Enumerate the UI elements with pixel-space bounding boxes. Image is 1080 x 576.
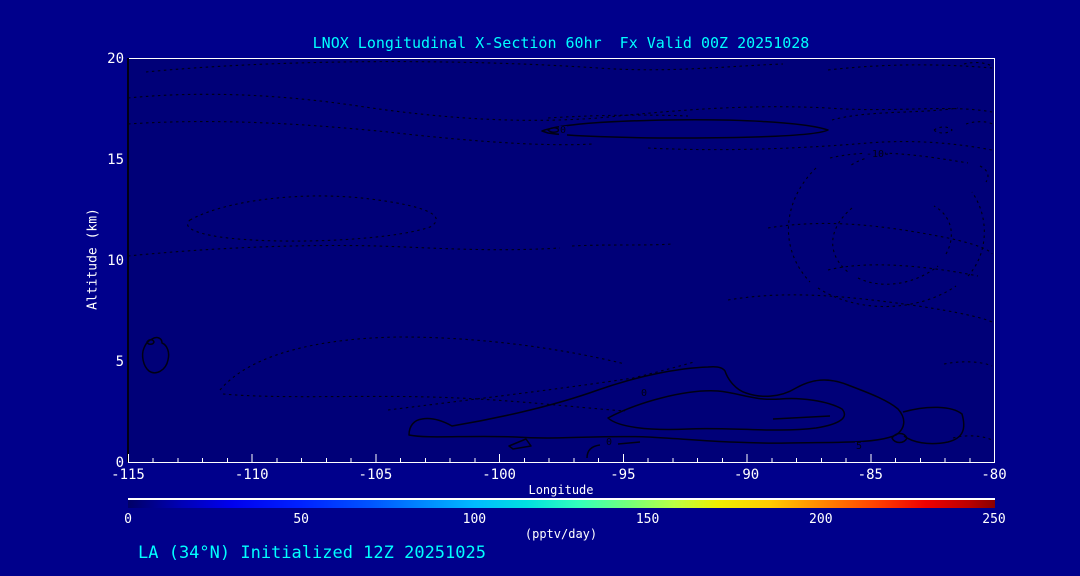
contour-value-label: -10	[864, 149, 886, 160]
colorbar-tick-label: 0	[124, 512, 132, 527]
dashed-contour	[128, 243, 673, 257]
plot-area: 0 -10 0 0 5	[128, 58, 994, 462]
colorbar	[128, 498, 995, 508]
solid-contour-lower-inner	[607, 390, 846, 431]
contour-value-label: 0	[558, 125, 568, 136]
x-tick-label: -110	[234, 467, 269, 483]
plot-frame-top	[128, 58, 995, 59]
x-axis-minor-ticks	[128, 458, 994, 462]
solid-contour-right-extension	[891, 406, 965, 445]
contour-lines	[128, 61, 993, 459]
colorbar-tick-label: 200	[809, 512, 833, 527]
colorbar-tick-label: 50	[293, 512, 310, 527]
y-tick-label: 15	[107, 152, 124, 168]
x-tick-label: -80	[981, 467, 1007, 483]
y-tick-label: 20	[107, 51, 124, 67]
dashed-contour	[788, 153, 985, 308]
colorbar-gradient	[128, 500, 995, 508]
solid-contour-0-lower-outer	[408, 366, 905, 444]
dashed-contour	[128, 114, 993, 151]
colorbar-units-label: (pptv/day)	[524, 527, 598, 541]
x-tick-label: -90	[733, 467, 760, 483]
solid-contour-0-upper	[541, 119, 829, 139]
dashed-contour	[219, 336, 695, 412]
x-tick-label: -115	[111, 467, 145, 483]
contour-value-label: 5	[854, 441, 864, 452]
x-tick-label: -95	[610, 467, 636, 483]
colorbar-tick-label: 150	[635, 512, 660, 527]
chart-title: LNOX Longitudinal X-Section 60hr Fx Vali…	[312, 34, 810, 52]
y-tick-label: 10	[107, 253, 124, 269]
x-tick-label: -100	[482, 467, 516, 483]
dashed-contour	[128, 93, 993, 121]
x-axis-title: Longitude	[528, 483, 594, 497]
initialization-text: LA (34°N) Initialized 12Z 20251025	[138, 543, 486, 563]
x-tick-label: -85	[857, 467, 883, 483]
x-axis-line	[128, 462, 995, 463]
dashed-contour	[829, 61, 993, 183]
colorbar-tick-label: 250	[982, 512, 1006, 527]
dashed-contour	[187, 195, 437, 242]
dashed-contour	[943, 361, 993, 441]
y-tick-label: 5	[115, 354, 124, 370]
y-tick-label: 0	[115, 455, 124, 471]
dashed-contour	[145, 61, 993, 73]
dashed-contour	[727, 222, 993, 323]
x-tick-label: -105	[358, 467, 393, 483]
contour-value-label: 0	[639, 388, 649, 399]
solid-contour-0-blob	[141, 336, 170, 374]
y-axis-line	[127, 58, 129, 462]
colorbar-tick-label: 100	[462, 512, 487, 527]
plot-frame-right	[994, 58, 995, 463]
contour-value-label: 0	[604, 437, 614, 448]
